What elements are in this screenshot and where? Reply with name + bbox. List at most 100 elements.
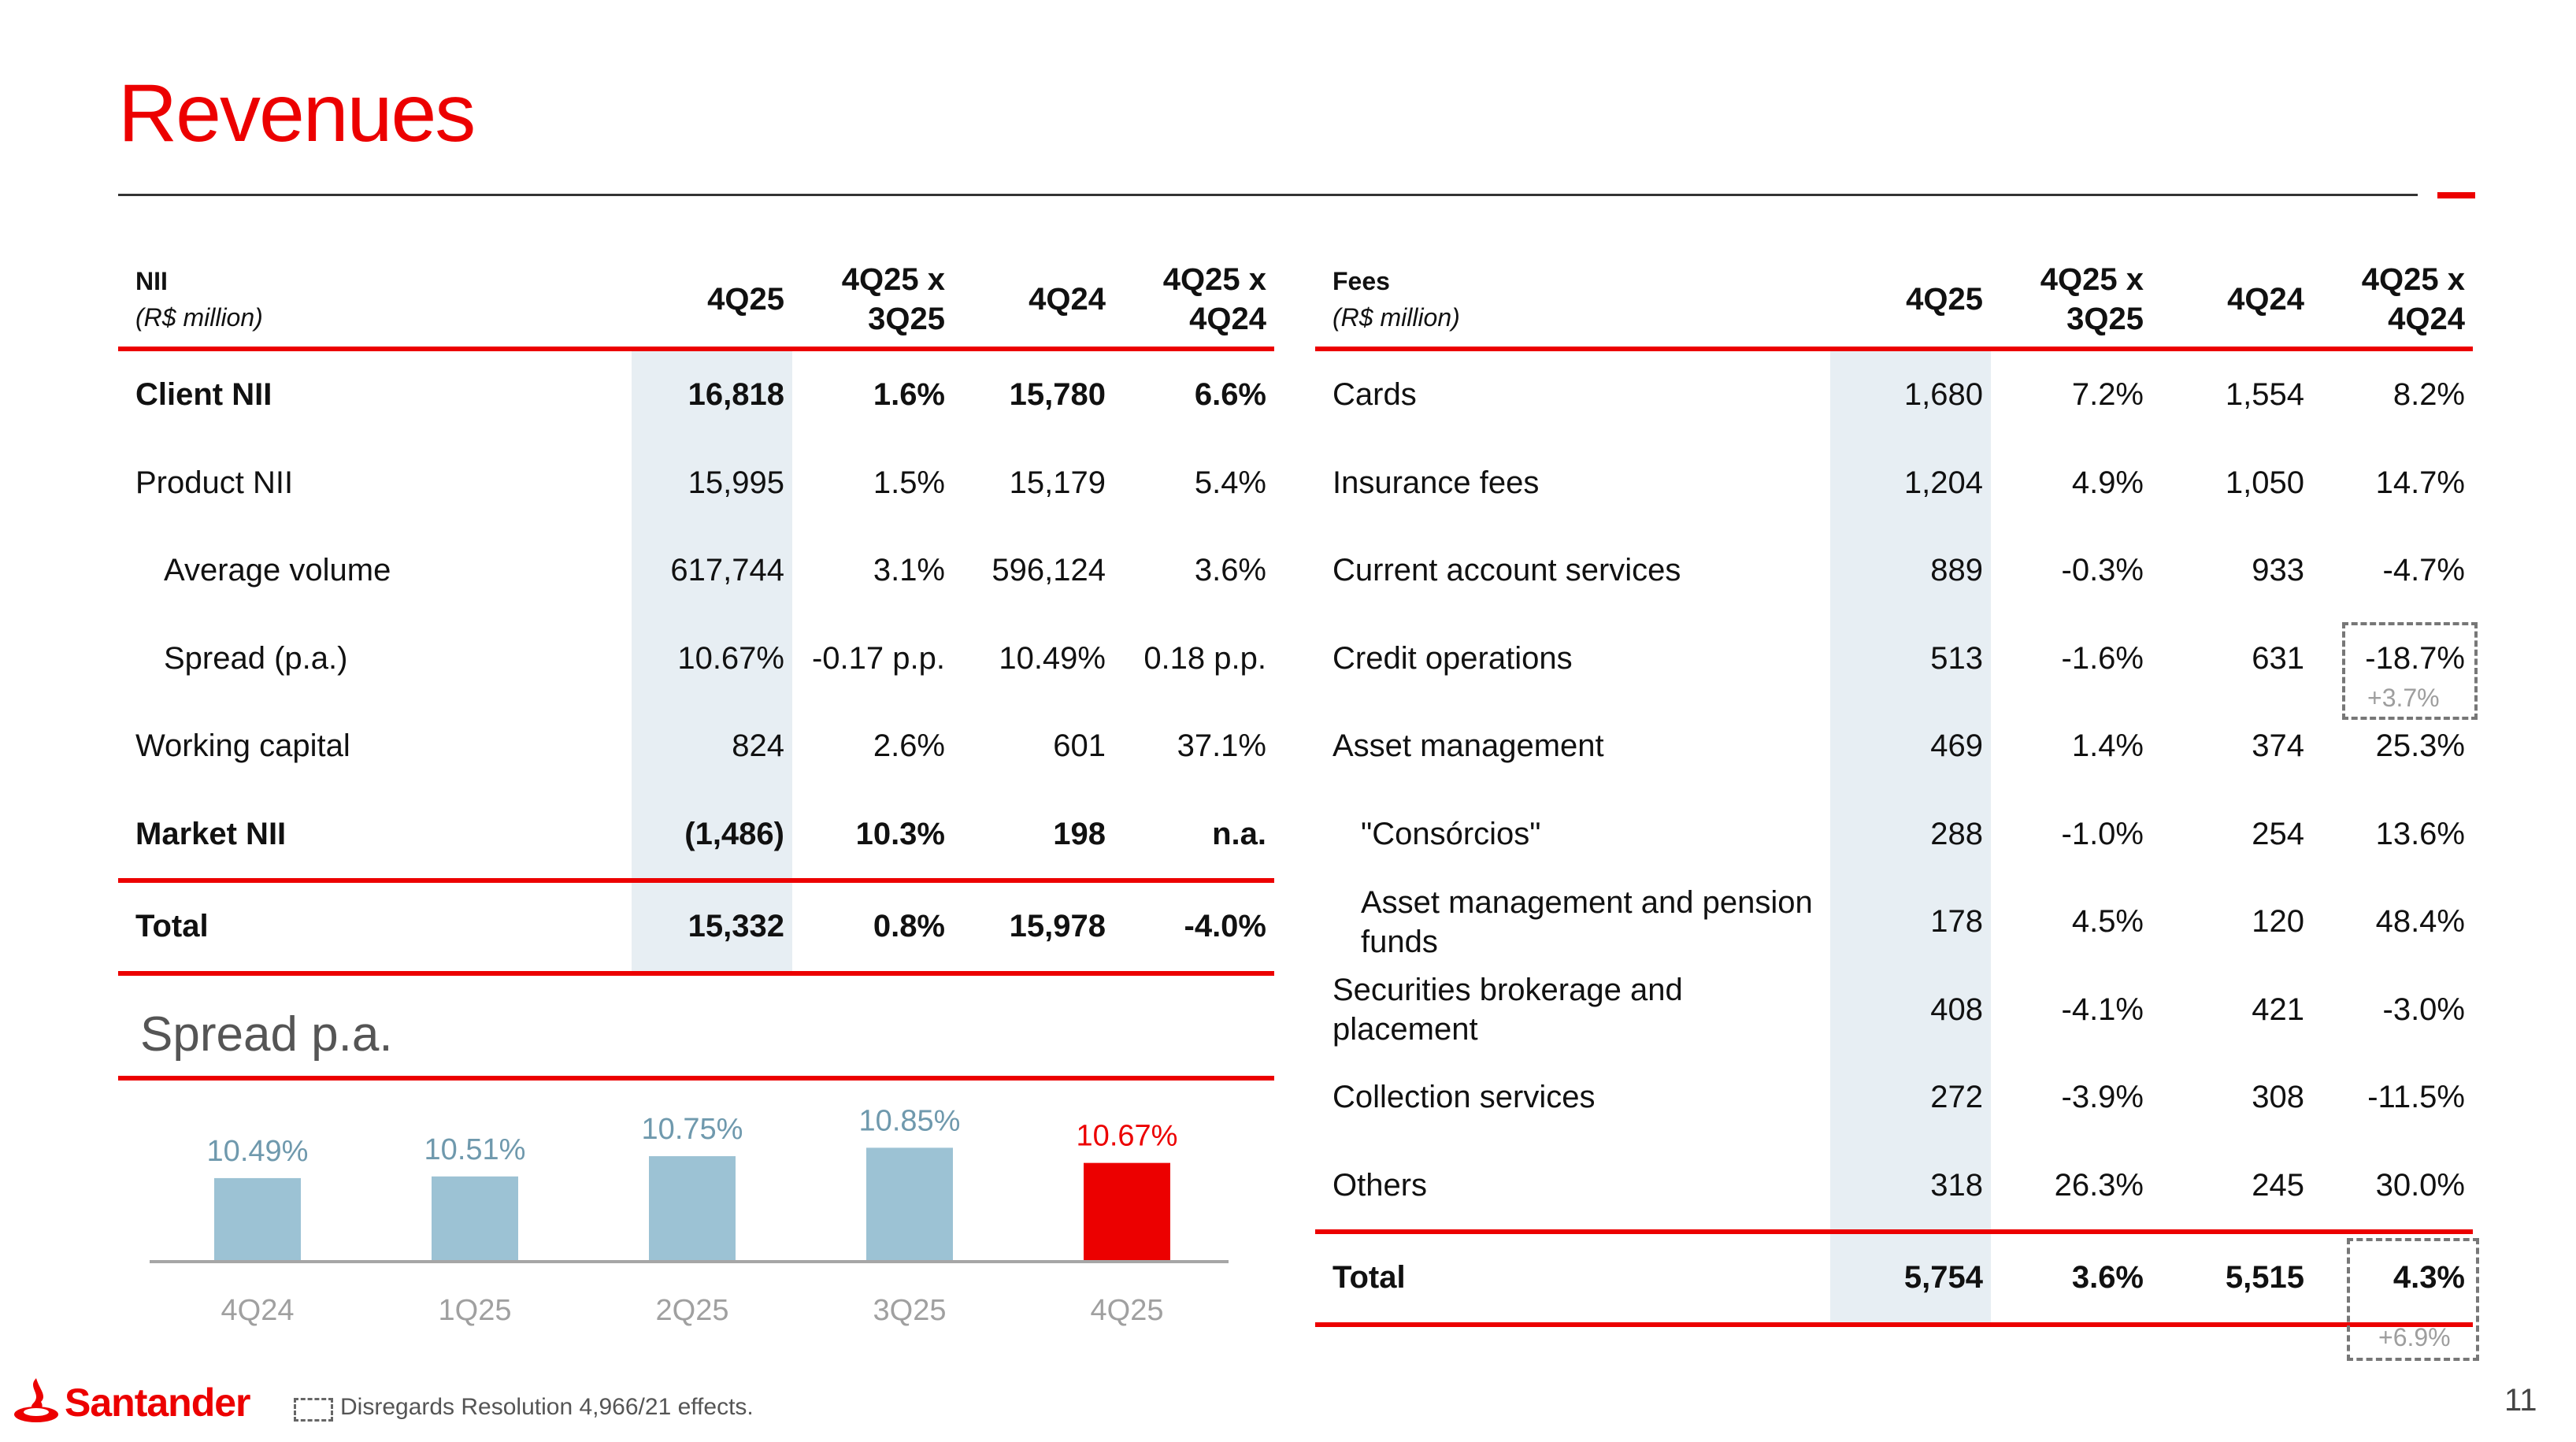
row-label: Others	[1332, 1167, 1428, 1203]
fees-row-total: Total 5,754 3.6% 5,515 4.3%	[1315, 1232, 2473, 1325]
cell-4q24: 15,780	[1009, 377, 1106, 413]
row-label: Insurance fees	[1332, 465, 1540, 500]
row-label: Collection services	[1332, 1080, 1596, 1115]
cell-4q25: 16,818	[632, 349, 792, 439]
cell-vs-4q24: 8.2%	[2393, 377, 2465, 413]
spread-category-label: 3Q25	[873, 1294, 947, 1327]
spread-bar-2q25	[649, 1156, 736, 1262]
spread-bar-4q24	[214, 1177, 301, 1262]
nii-row-average-volume: Average volume 617,744 3.1% 596,124 3.6%	[118, 527, 1274, 615]
cell-vs-4q24: -18.7%	[2365, 640, 2465, 676]
cell-vs-4q24: 48.4%	[2375, 904, 2465, 940]
fees-row-securities-brokerage: Securities brokerage and placement 408 -…	[1315, 966, 2473, 1054]
cell-vs-3q25: 1.6%	[873, 377, 945, 413]
fees-header-label: Fees (R$ million)	[1332, 267, 1460, 332]
row-label: Client NII	[135, 377, 272, 413]
cell-vs-3q25: 26.3%	[2054, 1167, 2144, 1203]
nii-col-4q25: 4Q25	[707, 282, 784, 317]
credit-operations-adjusted-box	[2342, 622, 2478, 720]
fees-row-consorcios: "Consórcios" 288 -1.0% 254 13.6%	[1315, 790, 2473, 878]
cell-vs-3q25: 7.2%	[2071, 377, 2144, 413]
fees-row-others: Others 318 26.3% 245 30.0%	[1315, 1141, 2473, 1232]
cell-vs-3q25: -4.1%	[2061, 992, 2144, 1027]
cell-4q24: 631	[2252, 640, 2304, 676]
cell-4q25: 15,332	[632, 880, 792, 973]
cell-vs-3q25: 4.9%	[2071, 465, 2144, 500]
title-divider	[118, 194, 2418, 196]
fees-col-4q25: 4Q25	[1906, 282, 1983, 317]
cell-4q25: (1,486)	[632, 790, 792, 880]
spread-value-label: 10.49%	[207, 1135, 309, 1168]
row-label: Asset management and pension funds	[1361, 884, 1813, 959]
fees-row-asset-management: Asset management 469 1.4% 374 25.3%	[1315, 702, 2473, 791]
cell-4q25: 617,744	[632, 527, 792, 615]
row-label: Securities brokerage and placement	[1332, 973, 1683, 1047]
cell-vs-4q24: 3.6%	[1194, 553, 1266, 588]
page-title: Revenues	[118, 68, 476, 159]
dashed-box-legend-icon	[294, 1398, 333, 1422]
cell-4q24: 15,978	[1009, 909, 1106, 944]
fees-row-collection-services: Collection services 272 -3.9% 308 -11.5%	[1315, 1054, 2473, 1142]
nii-row-client-nii: Client NII 16,818 1.6% 15,780 6.6%	[118, 349, 1274, 439]
cell-vs-3q25: 1.4%	[2071, 728, 2144, 764]
cell-vs-4q24: -4.7%	[2382, 553, 2466, 588]
row-label: Average volume	[164, 553, 391, 588]
cell-vs-3q25: 10.3%	[855, 816, 945, 851]
cell-4q24: 15,179	[1009, 465, 1106, 500]
cell-4q25: 824	[632, 702, 792, 791]
spread-value-label: 10.67%	[1077, 1120, 1178, 1153]
cell-4q25: 15,995	[632, 439, 792, 527]
cell-vs-3q25: -0.3%	[2061, 553, 2144, 588]
row-label: Total	[135, 909, 209, 944]
row-label: "Consórcios"	[1361, 816, 1541, 851]
cell-4q25: 5,754	[1830, 1232, 1991, 1325]
total-adjusted-box	[2347, 1238, 2479, 1361]
nii-header-row: NII (R$ million) 4Q25 4Q25 x 3Q25 4Q24 4Q…	[118, 252, 1274, 349]
spread-bar-4q25	[1084, 1162, 1170, 1262]
nii-table: NII (R$ million) 4Q25 4Q25 x 3Q25 4Q24 4Q…	[118, 252, 1274, 976]
spread-category-label: 1Q25	[439, 1294, 512, 1327]
nii-header-label: NII (R$ million)	[135, 267, 263, 332]
cell-vs-4q24: -4.0%	[1184, 909, 1267, 944]
row-label: Total	[1332, 1260, 1406, 1296]
cell-vs-3q25: -1.6%	[2061, 640, 2144, 676]
cell-4q24: 596,124	[991, 553, 1106, 588]
cell-4q25: 513	[1830, 614, 1991, 702]
cell-vs-4q24: 30.0%	[2375, 1167, 2465, 1203]
spread-value-label: 10.75%	[642, 1113, 743, 1146]
cell-vs-3q25: 2.6%	[873, 728, 945, 764]
row-label: Cards	[1332, 377, 1417, 413]
cell-4q24: 198	[1053, 816, 1106, 851]
cell-4q24: 5,515	[2225, 1260, 2304, 1296]
fees-col-4q24: 4Q24	[2227, 282, 2304, 317]
spread-category-label: 4Q25	[1091, 1294, 1164, 1327]
cell-vs-3q25: 0.8%	[873, 909, 945, 944]
cell-4q25: 1,680	[1830, 349, 1991, 439]
nii-row-spread: Spread (p.a.) 10.67% -0.17 p.p. 10.49% 0…	[118, 614, 1274, 702]
row-label: Product NII	[135, 465, 294, 500]
cell-vs-3q25: 3.6%	[2071, 1260, 2144, 1296]
cell-4q25: 408	[1830, 966, 1991, 1054]
spread-chart: 10.49% 4Q24 10.51% 1Q25 10.75% 2Q25 10.85% 3Q25…	[150, 1104, 1229, 1327]
spread-value-label: 10.85%	[859, 1104, 961, 1137]
cell-4q24: 120	[2252, 904, 2304, 940]
fees-row-credit-operations: Credit operations 513 -1.6% 631 -18.7%	[1315, 614, 2473, 702]
cell-vs-4q24: 5.4%	[1194, 465, 1266, 500]
cell-4q24: 933	[2252, 553, 2304, 588]
fees-row-current-account: Current account services 889 -0.3% 933 -…	[1315, 527, 2473, 615]
cell-4q24: 1,554	[2225, 377, 2304, 413]
cell-4q25: 889	[1830, 527, 1991, 615]
cell-vs-4q24: 0.18 p.p.	[1143, 640, 1266, 676]
cell-4q25: 288	[1830, 790, 1991, 878]
cell-4q24: 308	[2252, 1080, 2304, 1115]
spread-value-label: 10.51%	[424, 1133, 526, 1166]
nii-col-vs-3q25: 4Q25 x 3Q25	[841, 262, 945, 336]
cell-4q24: 1,050	[2225, 465, 2304, 500]
cell-vs-3q25: 4.5%	[2071, 904, 2144, 940]
cell-4q24: 245	[2252, 1167, 2304, 1203]
cell-vs-3q25: -3.9%	[2061, 1080, 2144, 1115]
row-label: Spread (p.a.)	[164, 640, 348, 676]
cell-4q24: 601	[1053, 728, 1106, 764]
fees-col-vs-3q25: 4Q25 x 3Q25	[2040, 262, 2144, 336]
cell-vs-3q25: 3.1%	[873, 553, 945, 588]
